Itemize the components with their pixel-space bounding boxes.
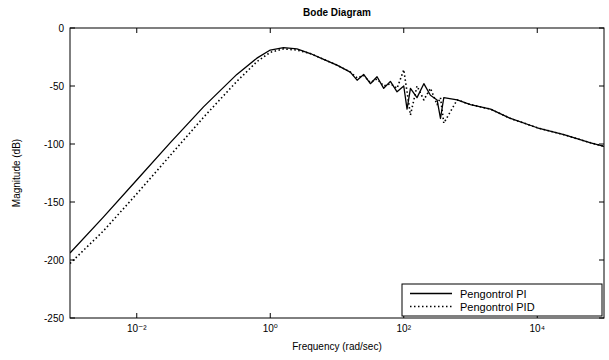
x-tick-label: 10⁻² (127, 323, 147, 334)
title: Bode Diagram (303, 7, 371, 18)
x-tick (136, 28, 137, 33)
plot-area (70, 48, 604, 264)
series-line (70, 48, 604, 253)
x-axis-label: Frequency (rad/sec) (292, 341, 381, 352)
x-tick-label: 10⁴ (530, 323, 545, 334)
legend-label: Pengontrol PI (460, 288, 527, 300)
y-tick-label: 0 (58, 23, 64, 34)
y-tick-label: -50 (50, 81, 65, 92)
y-tick (70, 86, 75, 87)
x-tick (537, 28, 538, 33)
x-tick (270, 313, 271, 318)
y-tick (599, 260, 604, 261)
y-axis-label: Magnitude (dB) (11, 139, 22, 207)
y-tick-label: -150 (44, 197, 64, 208)
y-tick (70, 144, 75, 145)
y-tick (599, 86, 604, 87)
legend-swatch (410, 306, 452, 308)
legend-label: Pengontrol PID (460, 301, 535, 313)
x-tick-label: 10² (397, 323, 412, 334)
y-tick (599, 318, 604, 319)
x-tick-label: 10⁰ (263, 323, 278, 334)
legend: Pengontrol PIPengontrol PID (402, 284, 602, 316)
x-tick (270, 28, 271, 33)
y-tick-label: -100 (44, 139, 64, 150)
plot-frame (70, 28, 604, 318)
y-tick-label: -250 (44, 313, 64, 324)
background (0, 0, 609, 360)
x-tick (403, 28, 404, 33)
series-line (70, 49, 604, 264)
y-tick (70, 202, 75, 203)
y-tick (70, 28, 75, 29)
chart: -250 -200 -150 -100 -50 0 10⁻² 10⁰ 10² 10⁴ Bode Di… (0, 0, 609, 360)
legend-box (402, 284, 602, 316)
y-tick (599, 144, 604, 145)
y-tick (599, 28, 604, 29)
y-tick-label: -200 (44, 255, 64, 266)
x-tick (136, 313, 137, 318)
y-tick (70, 318, 75, 319)
y-tick (599, 202, 604, 203)
legend-swatch (410, 293, 452, 294)
